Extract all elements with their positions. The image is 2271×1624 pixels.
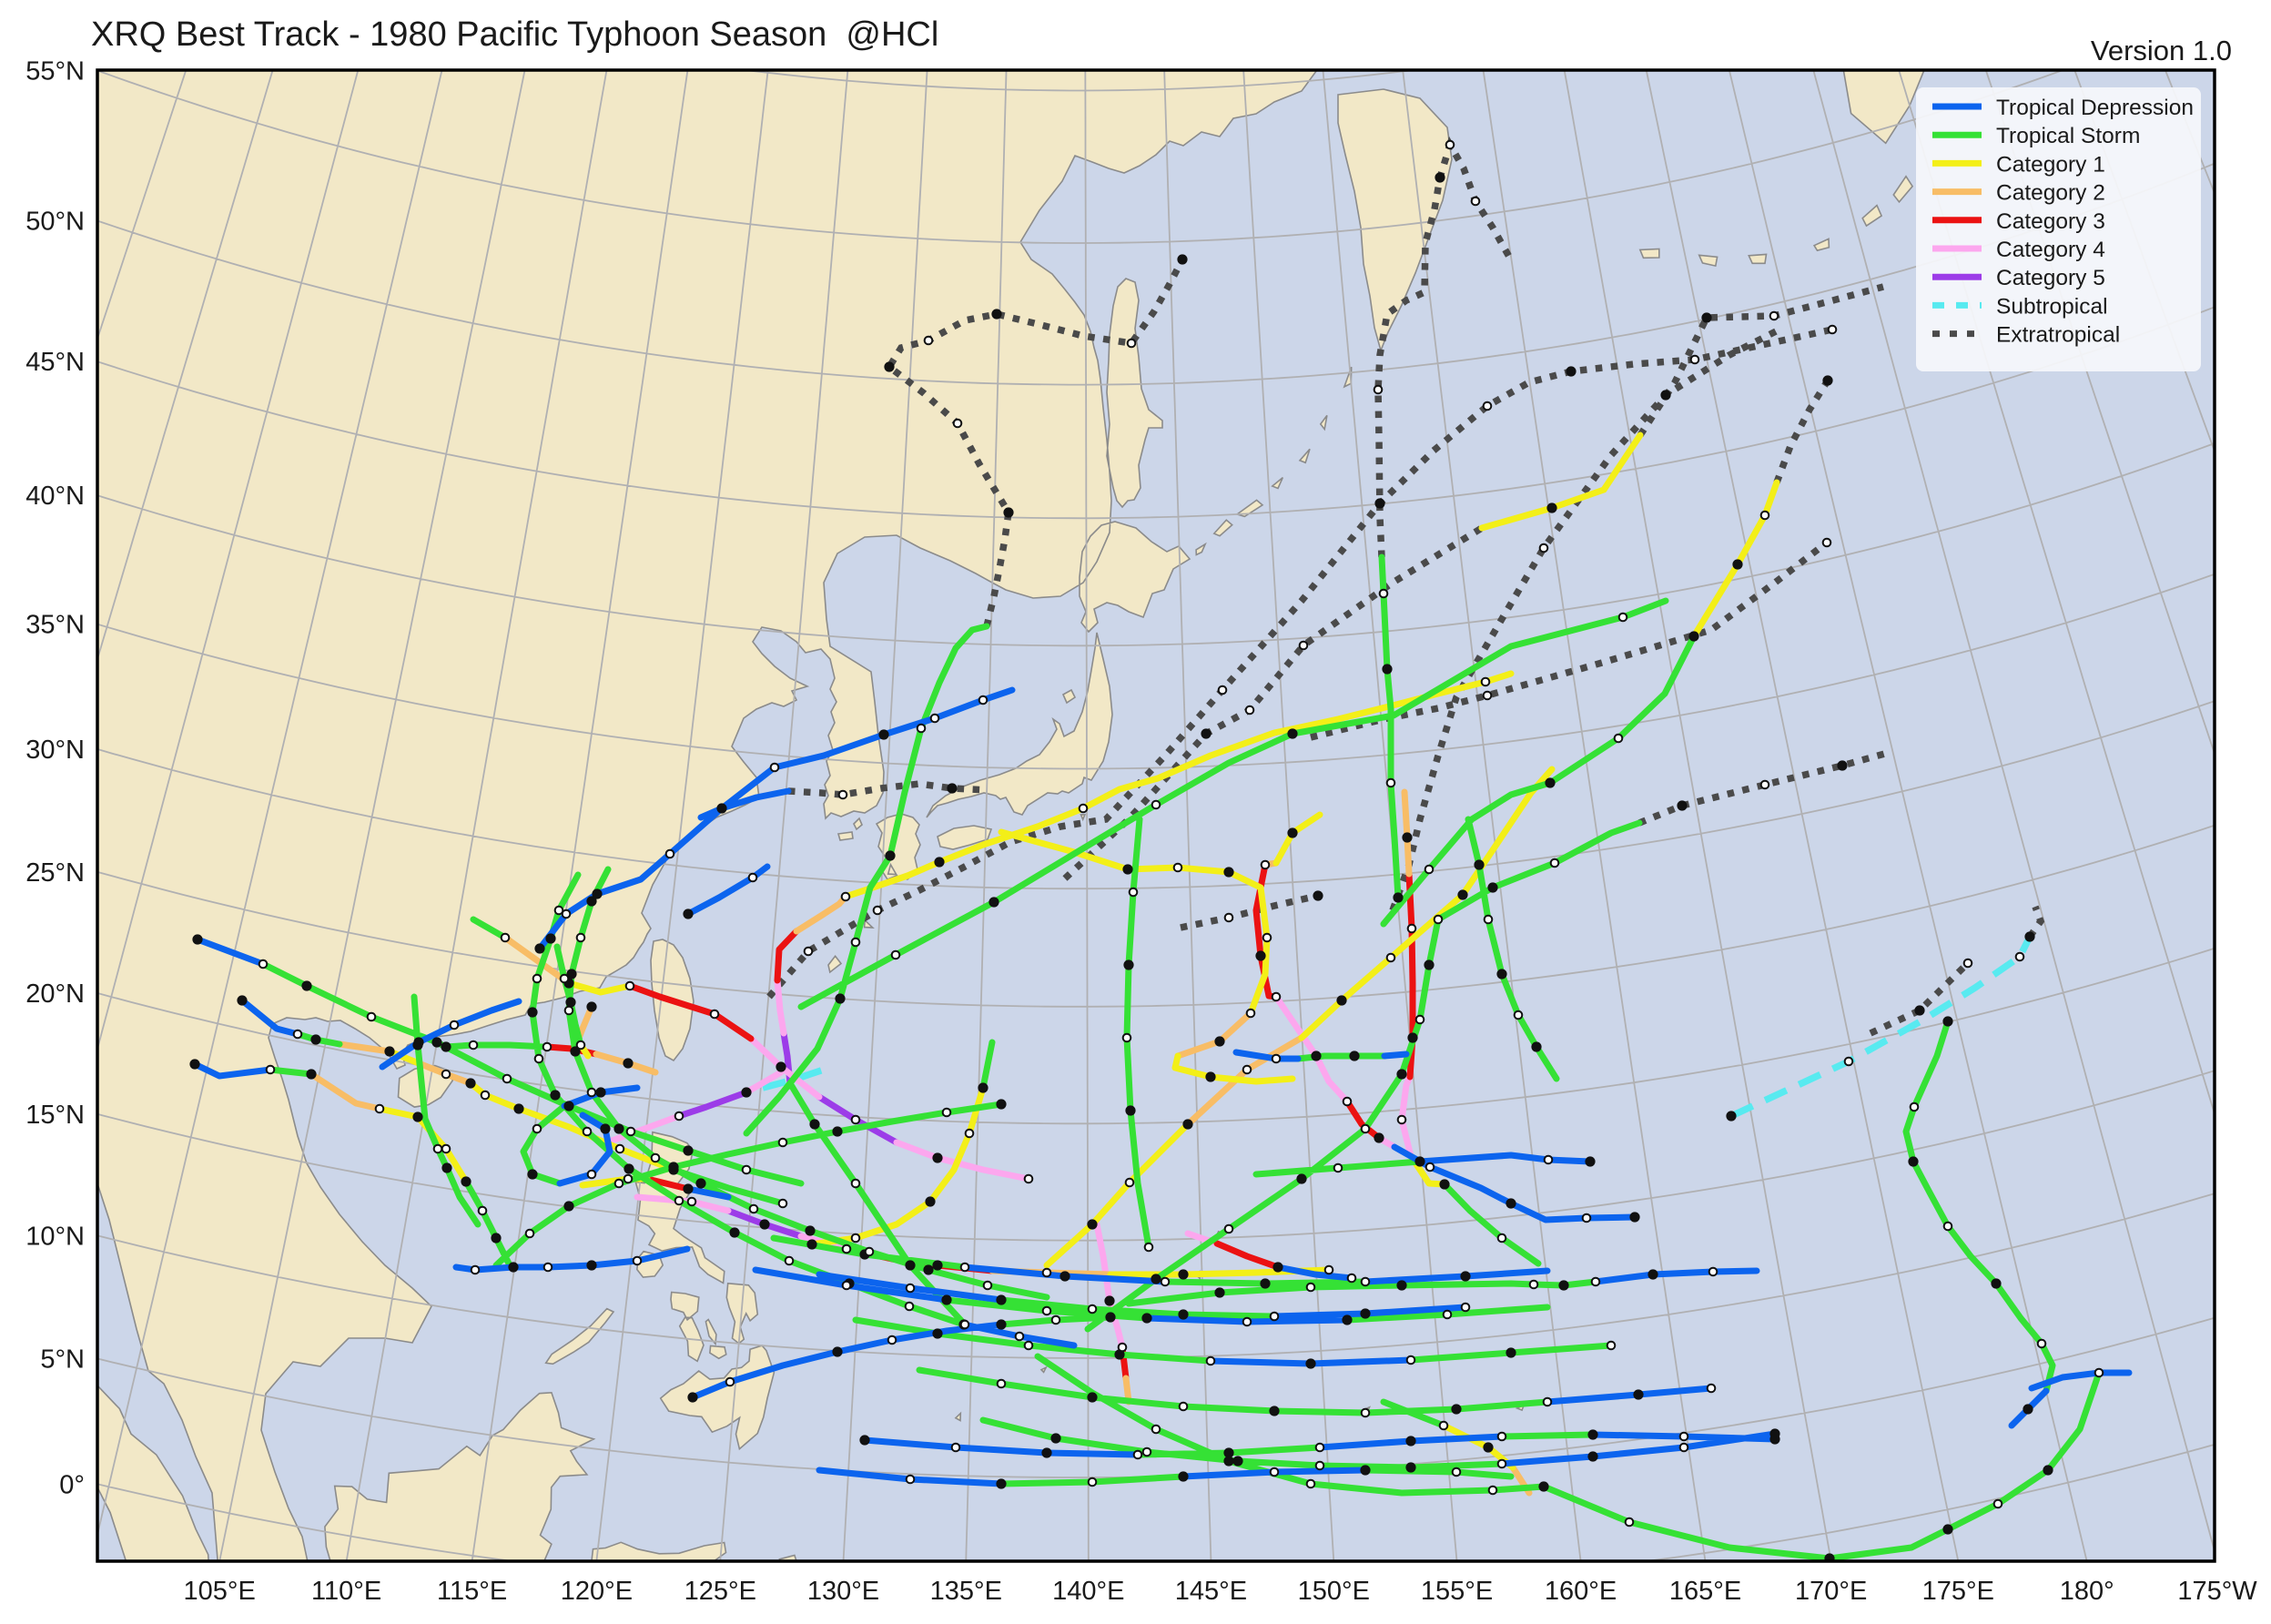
svg-text:Category 2: Category 2	[1996, 181, 2105, 206]
svg-text:45°N: 45°N	[25, 348, 85, 377]
svg-text:50°N: 50°N	[25, 208, 85, 237]
svg-text:170°E: 170°E	[1795, 1577, 1867, 1606]
svg-text:15°N: 15°N	[25, 1101, 85, 1130]
svg-text:30°N: 30°N	[25, 736, 85, 765]
svg-text:5°N: 5°N	[40, 1345, 85, 1374]
svg-text:XRQ Best Track - 1980 Pacific: XRQ Best Track - 1980 Pacific Typhoon Se…	[91, 15, 938, 54]
svg-text:120°E: 120°E	[561, 1577, 633, 1606]
svg-text:175°E: 175°E	[1922, 1577, 1994, 1606]
svg-text:Extratropical: Extratropical	[1996, 323, 2120, 348]
svg-text:110°E: 110°E	[311, 1577, 381, 1606]
svg-text:Tropical Storm: Tropical Storm	[1996, 124, 2140, 148]
svg-text:35°N: 35°N	[25, 611, 85, 640]
svg-text:Tropical Depression: Tropical Depression	[1996, 96, 2194, 120]
svg-text:160°E: 160°E	[1545, 1577, 1617, 1606]
svg-text:150°E: 150°E	[1298, 1577, 1370, 1606]
svg-text:25°N: 25°N	[25, 858, 85, 888]
svg-text:0°: 0°	[59, 1470, 85, 1499]
svg-text:130°E: 130°E	[807, 1577, 879, 1606]
svg-text:Subtropical: Subtropical	[1996, 294, 2108, 319]
svg-text:180°: 180°	[2060, 1577, 2114, 1606]
svg-text:155°E: 155°E	[1421, 1577, 1493, 1606]
svg-text:Category 4: Category 4	[1996, 238, 2105, 262]
svg-text:55°N: 55°N	[25, 57, 85, 86]
svg-text:105°E: 105°E	[184, 1577, 256, 1606]
svg-text:Version 1.0: Version 1.0	[2091, 35, 2232, 66]
svg-text:40°N: 40°N	[25, 482, 85, 511]
svg-text:135°E: 135°E	[930, 1577, 1002, 1606]
svg-text:10°N: 10°N	[25, 1222, 85, 1251]
svg-text:20°N: 20°N	[25, 979, 85, 1009]
svg-text:175°W: 175°W	[2177, 1577, 2257, 1606]
svg-text:125°E: 125°E	[684, 1577, 756, 1606]
svg-text:115°E: 115°E	[437, 1577, 507, 1606]
svg-text:165°E: 165°E	[1669, 1577, 1741, 1606]
svg-text:Category 3: Category 3	[1996, 209, 2105, 234]
svg-text:Category 5: Category 5	[1996, 266, 2105, 290]
svg-text:145°E: 145°E	[1175, 1577, 1247, 1606]
svg-text:Category 1: Category 1	[1996, 152, 2105, 177]
svg-text:140°E: 140°E	[1052, 1577, 1124, 1606]
